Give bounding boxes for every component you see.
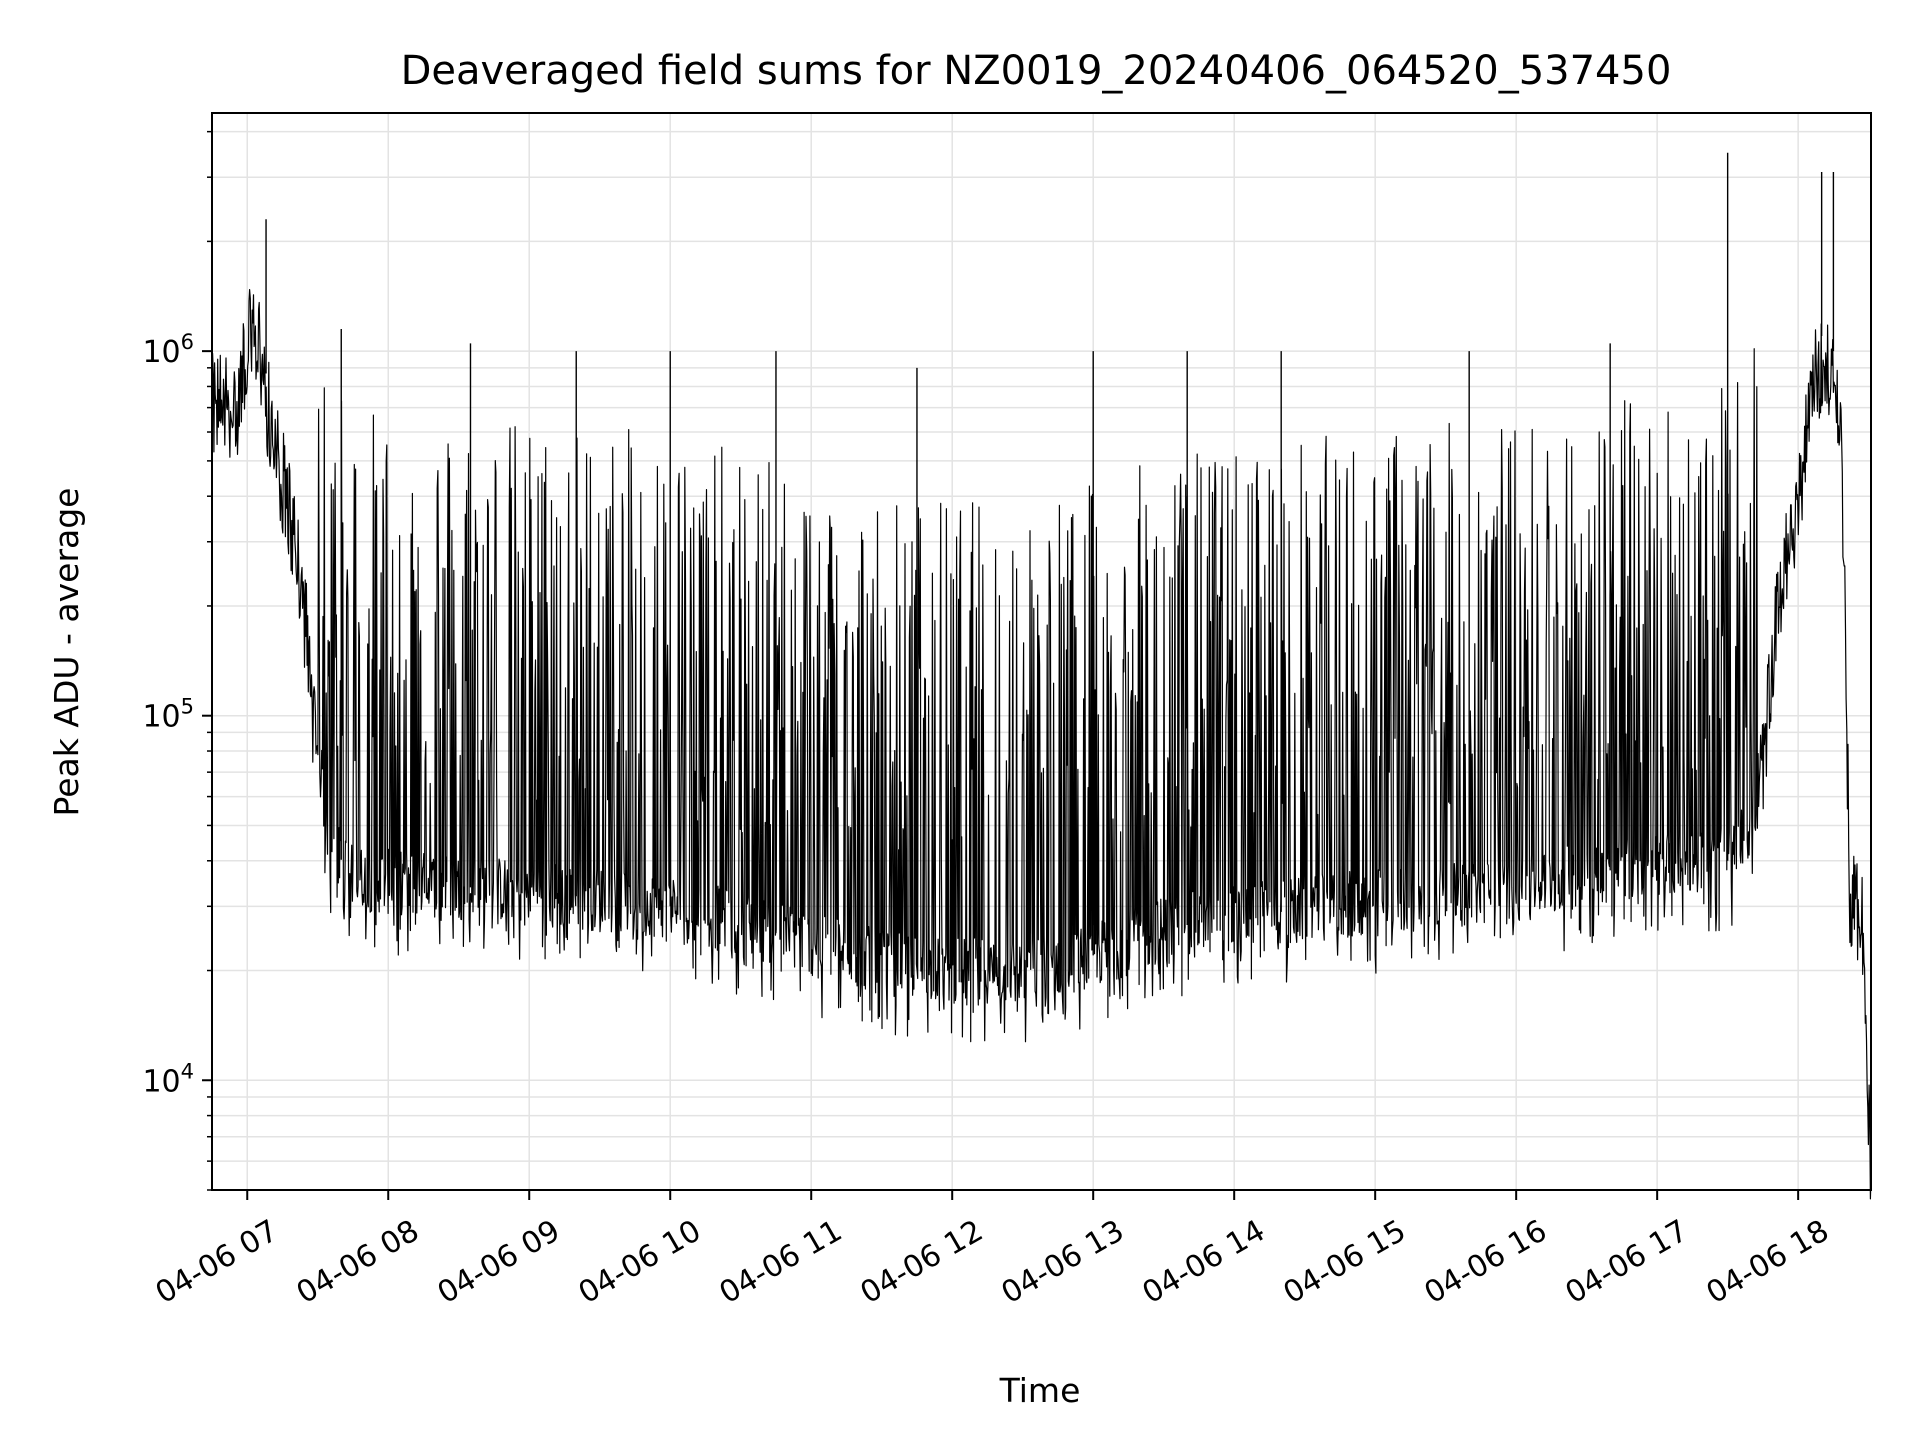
- y-tick-base: 10: [142, 335, 180, 370]
- y-tick-label: 105: [142, 695, 194, 735]
- series-group: [211, 152, 1872, 1200]
- y-tick-exponent: 4: [181, 1059, 194, 1083]
- x-axis-title: Time: [999, 1371, 1081, 1410]
- y-tick-label: 106: [142, 330, 194, 370]
- series-line: [211, 289, 1872, 1200]
- y-tick-exponent: 6: [181, 330, 194, 354]
- chart-title: Deaveraged field sums for NZ0019_2024040…: [401, 48, 1672, 94]
- y-tick-label: 104: [142, 1059, 194, 1099]
- y-tick-exponent: 5: [181, 695, 194, 719]
- plot-frame: [211, 112, 1872, 1191]
- y-tick-base: 10: [142, 1064, 180, 1099]
- y-tick-base: 10: [142, 700, 180, 735]
- y-axis-title: Peak ADU - average: [47, 488, 86, 817]
